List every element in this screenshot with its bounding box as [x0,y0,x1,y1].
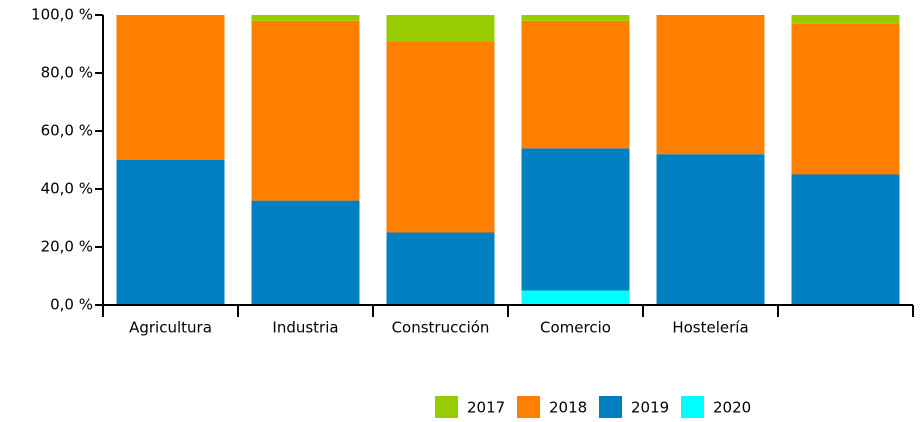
bar-segment [116,15,225,160]
bar-segment [251,200,360,305]
bar-segment [521,15,630,21]
legend-label: 2019 [631,399,669,417]
x-tick-label: Industria [272,319,338,337]
bar-segment [521,290,630,305]
bar-segment [521,20,630,149]
bar-segment [386,15,495,42]
legend-swatch [517,396,540,418]
legend-label: 2017 [467,399,505,417]
x-tick-label: Hostelería [672,319,748,337]
y-tick-label: 80,0 % [41,64,93,82]
x-tick-label: Comercio [540,319,611,337]
x-tick-label: Agricultura [129,319,212,337]
y-tick-label: 40,0 % [41,180,93,198]
legend-label: 2018 [549,399,587,417]
y-tick-label: 60,0 % [41,122,93,140]
y-tick-label: 20,0 % [41,238,93,256]
bar-segment [521,148,630,291]
bar-segment [656,154,765,305]
bar-segment [251,20,360,201]
bar-segment [116,160,225,305]
bar-segment [251,15,360,21]
bar-segment [791,174,900,305]
y-tick-label: 0,0 % [50,296,93,314]
x-tick-label: Construcción [392,319,490,337]
bar-segment [791,23,900,175]
y-tick-label: 100,0 % [31,6,93,24]
bar-segment [386,41,495,233]
bar-segment [656,15,765,155]
legend-label: 2020 [713,399,751,417]
legend-swatch [681,396,704,418]
bar-segment [386,232,495,305]
legend-swatch [435,396,458,418]
bar-segment [791,15,900,24]
legend-swatch [599,396,622,418]
